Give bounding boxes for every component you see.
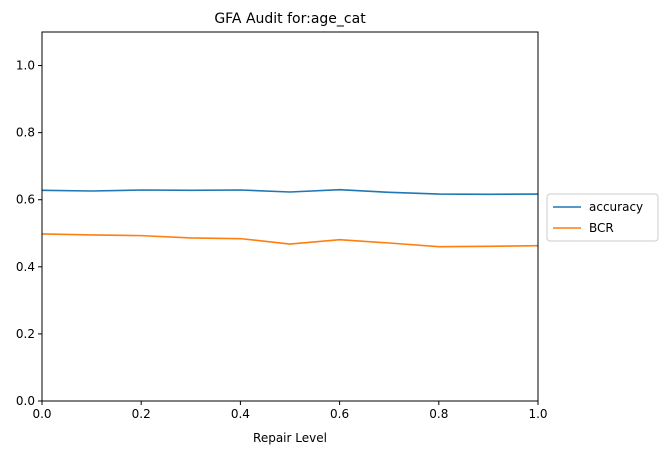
x-tick-label: 1.0 <box>528 407 547 421</box>
x-tick-label: 0.2 <box>132 407 151 421</box>
legend: accuracy BCR <box>546 193 659 242</box>
y-tick-label: 0.6 <box>16 193 35 207</box>
y-tick-label: 1.0 <box>16 59 35 73</box>
series-line-accuracy <box>41 188 539 196</box>
x-tick-label: 0.4 <box>231 407 250 421</box>
y-tick-label: 0.0 <box>16 394 35 408</box>
legend-label-accuracy: accuracy <box>589 200 643 214</box>
legend-label-bcr: BCR <box>589 221 614 235</box>
x-axis-label: Repair Level <box>253 431 327 445</box>
plot-frame <box>41 31 539 402</box>
x-tick-label: 0.6 <box>330 407 349 421</box>
series-line-bcr <box>41 233 539 248</box>
x-tick-label: 0.0 <box>32 407 51 421</box>
x-tick-label: 0.8 <box>429 407 448 421</box>
plot-area <box>41 31 539 402</box>
y-tick-label: 0.2 <box>16 327 35 341</box>
x-axis: 0.0 0.2 0.4 0.6 0.8 1.0 <box>32 401 548 421</box>
y-tick-label: 0.8 <box>16 126 35 140</box>
legend-box <box>546 193 659 242</box>
y-axis: 0.0 0.2 0.4 0.6 0.8 1.0 <box>16 59 42 408</box>
chart-title: GFA Audit for:age_cat <box>214 11 366 27</box>
y-tick-label: 0.4 <box>16 260 35 274</box>
